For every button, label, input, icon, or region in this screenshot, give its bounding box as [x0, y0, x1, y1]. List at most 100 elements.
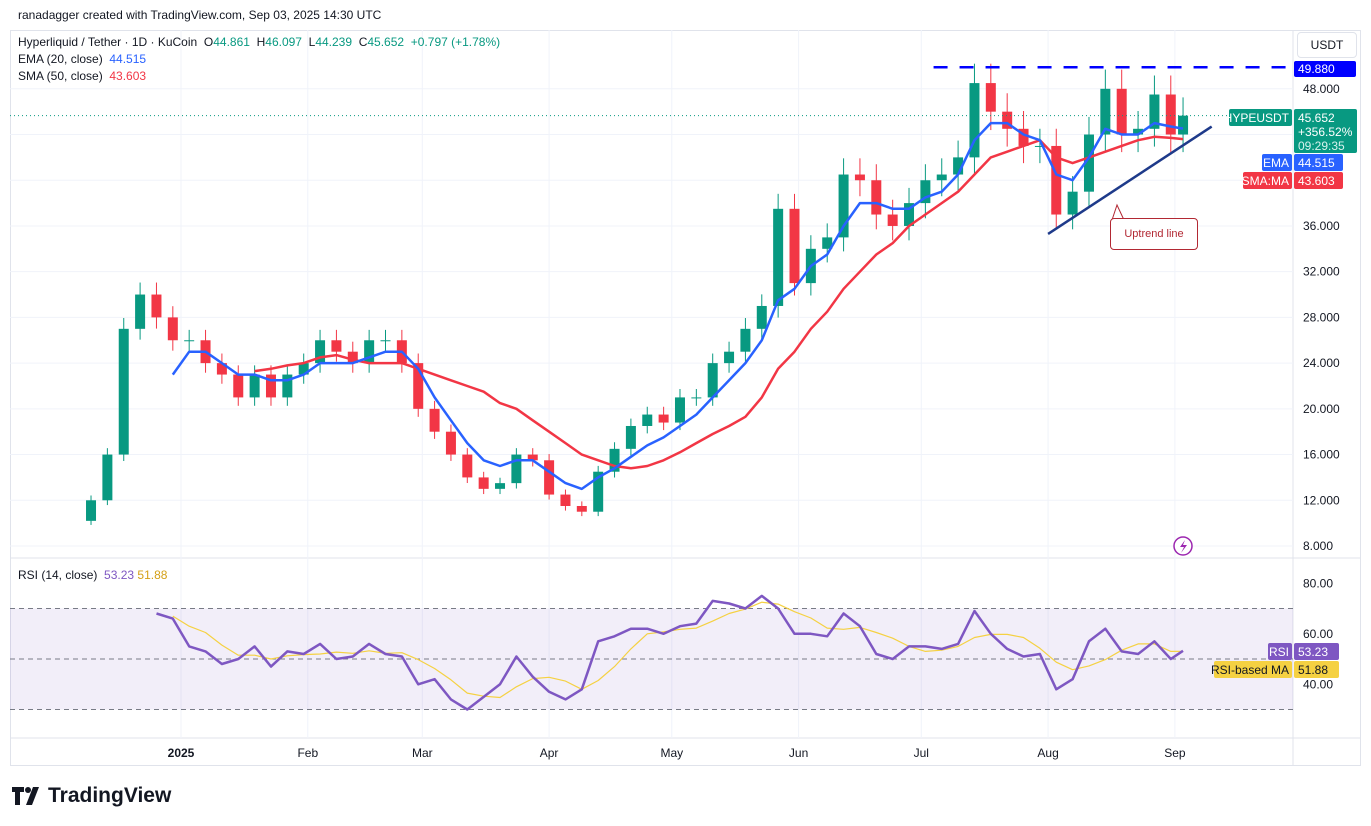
candle-body — [838, 174, 849, 238]
brand-name: TradingView — [48, 784, 172, 807]
time-tick-label: May — [660, 746, 683, 760]
open-value: 44.861 — [213, 35, 250, 49]
candle-body — [1116, 88, 1127, 135]
resistance-price-label-bg — [1294, 61, 1356, 77]
symbol-name: Hyperliquid / Tether · 1D · KuCoin — [18, 35, 198, 49]
candle-body — [789, 208, 800, 284]
candle-body — [102, 454, 113, 501]
rsi-value: 53.23 — [104, 568, 135, 582]
sma-legend[interactable]: SMA (50, close) 43.603 — [18, 69, 146, 83]
symbol-tag: HYPEUSDT — [1224, 111, 1290, 125]
ema20-line — [171, 121, 1184, 491]
candle-body — [609, 448, 620, 472]
candle-body — [462, 454, 473, 478]
candle-body — [216, 363, 227, 375]
candle-body — [495, 483, 506, 489]
candle-body — [1133, 128, 1144, 135]
candle-body — [625, 425, 636, 449]
price-tick-label: 8.000 — [1303, 539, 1333, 553]
rsi-ma-value-label: 51.88 — [1298, 663, 1328, 677]
candle-body — [1051, 145, 1062, 215]
price-tick-label: 20.000 — [1303, 402, 1340, 416]
candle-body — [953, 157, 964, 175]
time-tick-label: Aug — [1037, 746, 1058, 760]
rsi-tick-label: 60.00 — [1303, 627, 1333, 641]
sma-label: SMA (50, close) — [18, 69, 103, 83]
sma-tag: SMA:MA — [1242, 174, 1289, 188]
sma-value: 43.603 — [109, 69, 147, 83]
candle-body — [593, 471, 604, 512]
candle-body — [1178, 115, 1189, 135]
candle-body — [429, 408, 440, 432]
lightning-icon[interactable] — [1173, 536, 1193, 556]
candle-body — [544, 460, 555, 495]
candle-body — [724, 351, 735, 364]
candle-body — [674, 397, 685, 423]
time-tick-label: Jun — [789, 746, 808, 760]
time-tick-label: Apr — [540, 746, 559, 760]
ema-price-label: 44.515 — [1298, 156, 1335, 170]
candle-body — [527, 454, 538, 461]
low-value: 44.239 — [315, 35, 353, 49]
candle-body — [936, 174, 947, 181]
candle-body — [920, 180, 931, 204]
resistance-price-label: 49.880 — [1298, 62, 1335, 76]
rsi-ma-tag: RSI-based MA — [1211, 663, 1289, 677]
last-price-label: 45.652 — [1298, 111, 1335, 125]
candle-body — [560, 494, 571, 506]
high-label: H — [256, 35, 266, 49]
rsi-label: RSI (14, close) — [18, 568, 98, 582]
candle-body — [871, 180, 882, 215]
ema-value: 44.515 — [109, 52, 147, 66]
price-tick-label: 32.000 — [1303, 265, 1340, 279]
ema-tag: EMA — [1263, 156, 1289, 170]
candle-body — [249, 374, 260, 398]
candle-body — [969, 83, 980, 158]
candle-body — [822, 237, 833, 249]
symbol-legend: Hyperliquid / Tether · 1D · KuCoin O44.8… — [18, 35, 500, 49]
time-tick-label: Feb — [297, 746, 318, 760]
change-percent-label: +356.52% — [1298, 125, 1353, 139]
rsi-value-label-bg — [1294, 643, 1339, 660]
candle-body — [347, 351, 358, 364]
candle-body — [233, 374, 244, 398]
candle-body — [478, 477, 489, 489]
rsi-ma-value-label-bg — [1294, 661, 1339, 678]
candle-body — [151, 294, 162, 318]
chart-frame — [10, 30, 1361, 766]
open-label: O — [203, 35, 214, 49]
price-tick-label: 24.000 — [1303, 356, 1340, 370]
candle-body — [331, 340, 342, 352]
tradingview-logo[interactable]: TradingView — [12, 784, 171, 808]
currency-selector[interactable]: USDT — [1297, 32, 1357, 58]
candle-body — [167, 317, 178, 341]
price-tick-label: 36.000 — [1303, 219, 1340, 233]
rsi-tag-bg — [1268, 643, 1292, 660]
candle-body — [298, 363, 309, 375]
ema-legend[interactable]: EMA (20, close) 44.515 — [18, 52, 146, 66]
rsi-ma-value: 51.88 — [137, 568, 168, 582]
candles — [86, 63, 1189, 525]
sma-price-label-bg — [1294, 172, 1343, 189]
candle-body — [576, 505, 587, 512]
rsi-line — [156, 594, 1184, 711]
candle-body — [1067, 191, 1078, 215]
low-label: L — [308, 35, 316, 49]
time-tick-label: Sep — [1164, 746, 1186, 760]
sma-price-label: 43.603 — [1298, 174, 1335, 188]
candle-body — [413, 363, 424, 409]
candle-body — [118, 328, 129, 455]
uptrend-callout[interactable]: Uptrend line — [1110, 218, 1198, 250]
candle-body — [315, 340, 326, 364]
candle-body — [1034, 145, 1045, 147]
ema-label: EMA (20, close) — [18, 52, 103, 66]
candle-body — [904, 203, 915, 226]
tradingview-logo-icon — [12, 787, 39, 805]
ema-price-label-bg — [1294, 154, 1343, 171]
chart-credit: ranadagger created with TradingView.com,… — [18, 8, 382, 22]
rsi-legend[interactable]: RSI (14, close) 53.23 51.88 — [18, 568, 167, 582]
candle-body — [511, 454, 522, 484]
price-tick-label: 28.000 — [1303, 310, 1340, 324]
ema-tag-bg — [1262, 154, 1292, 171]
